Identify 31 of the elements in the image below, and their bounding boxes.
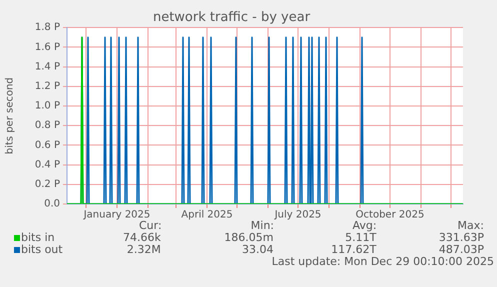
x-tick-label: April 2025 <box>181 210 233 221</box>
y-tick-label: 1.4 P <box>34 61 60 72</box>
y-tick-label: 1.8 P <box>34 22 60 34</box>
y-tick-label: 1.6 P <box>34 42 60 53</box>
text: Min: <box>250 219 274 232</box>
text: 2.32M <box>126 243 161 256</box>
text: Last update: Mon Dec 29 00:10:00 2025 <box>270 255 494 268</box>
y-tick-label: 0.8 P <box>34 120 60 132</box>
y-axis-title: bits per second <box>4 77 16 154</box>
legend-label: bits in <box>21 231 55 244</box>
x-tick-label: October 2025 <box>356 210 424 221</box>
y-tick-label: 0.4 P <box>34 159 60 170</box>
x-tick-label: January 2025 <box>82 210 150 221</box>
text: 487.03P <box>438 243 484 256</box>
text: 117.62T <box>330 243 376 256</box>
text: Cur: <box>138 219 162 232</box>
text: 186.05m <box>223 231 274 244</box>
text: Avg: <box>351 219 377 232</box>
y-tick-label: 1.0 P <box>34 100 60 112</box>
text: Max: <box>456 219 484 232</box>
text: 5.11T <box>344 231 376 244</box>
text: 331.63P <box>438 231 484 244</box>
y-tick-label: 0.6 P <box>34 140 60 151</box>
legend-label: bits out <box>21 243 63 256</box>
y-tick-label: 0.0 <box>44 198 60 210</box>
x-tick-label: July 2025 <box>274 210 322 221</box>
text: 33.04 <box>240 243 274 256</box>
text: 74.66k <box>122 231 161 244</box>
y-tick-label: 0.2 P <box>34 178 60 190</box>
chart-title: network traffic - by year <box>152 10 311 26</box>
y-tick-label: 1.2 P <box>34 80 60 92</box>
